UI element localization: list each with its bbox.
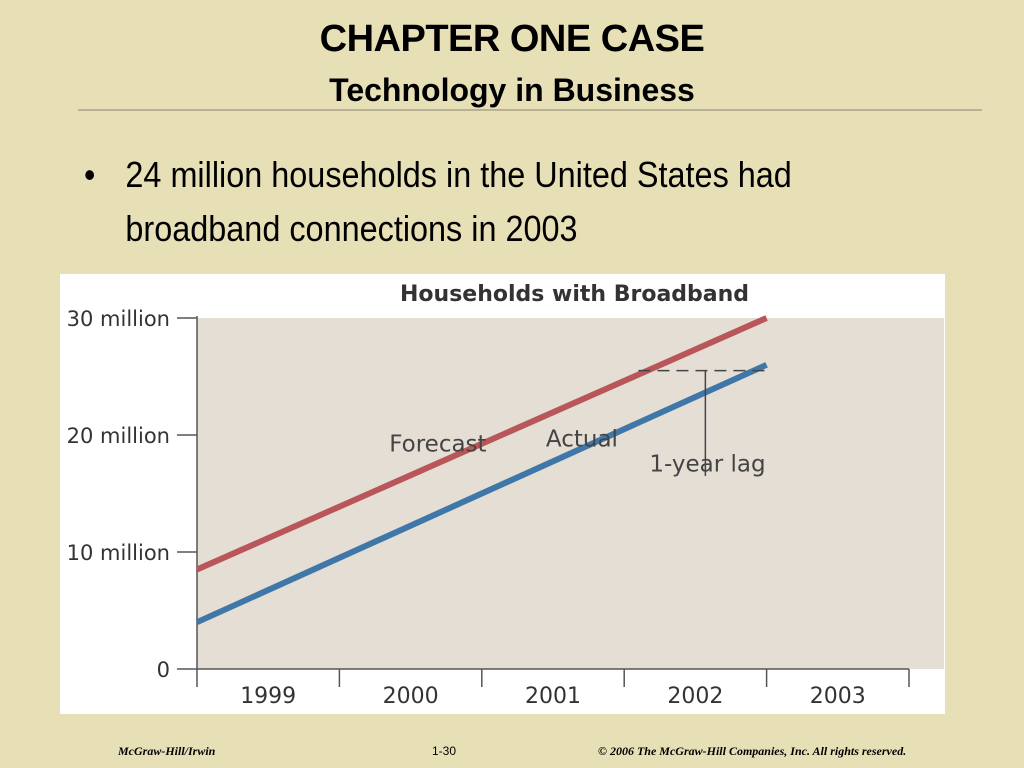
x-axis: 1999 2000 2001 2002 2003 — [196, 668, 910, 709]
lag-label: 1-year lag — [649, 451, 765, 477]
bullet-item: • 24 million households in the United St… — [84, 148, 858, 256]
footer-publisher: McGraw-Hill/Irwin — [118, 744, 216, 758]
title-divider — [78, 109, 982, 111]
x-tick-label: 2003 — [810, 684, 866, 709]
bullet-symbol: • — [84, 154, 96, 195]
x-tick-label: 1999 — [240, 684, 296, 709]
broadband-chart: Households with Broadband 0 10 million 20 … — [60, 274, 945, 714]
chart-svg: Households with Broadband 0 10 million 20 … — [67, 282, 944, 709]
series-line-actual — [195, 362, 768, 625]
footer-page-number: 1-30 — [432, 744, 457, 758]
chart-title: Households with Broadband — [400, 282, 749, 307]
plot-area — [197, 318, 944, 669]
y-axis: 0 10 million 20 million 30 million — [67, 307, 198, 682]
series-label-forecast: Forecast — [389, 432, 486, 458]
series-line-forecast — [195, 315, 768, 573]
y-tick-label: 10 million — [67, 541, 170, 565]
y-tick-label: 20 million — [67, 424, 170, 448]
x-tick-label: 2002 — [667, 684, 723, 709]
series-layer: Forecast Actual — [195, 315, 768, 625]
slide-subtitle: Technology in Business — [329, 72, 695, 108]
slide-title: CHAPTER ONE CASE — [319, 18, 705, 60]
y-tick-label: 30 million — [67, 307, 170, 331]
series-label-actual: Actual — [546, 427, 618, 453]
y-tick-label: 0 — [157, 658, 170, 682]
x-tick-label: 2000 — [383, 684, 439, 709]
bullet-text: 24 million households in the United Stat… — [125, 154, 792, 249]
annotation-layer: 1-year lag — [638, 369, 767, 477]
footer-copyright: © 2006 The McGraw-Hill Companies, Inc. A… — [598, 744, 907, 758]
x-tick-label: 2001 — [525, 684, 581, 709]
